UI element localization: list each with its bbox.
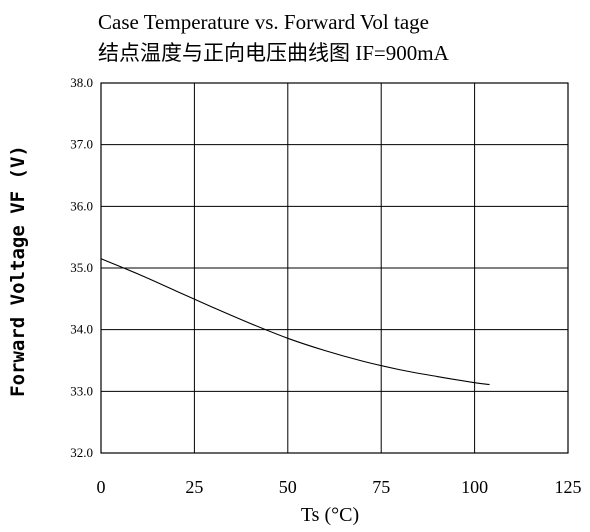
x-tick-label: 75 [372, 477, 390, 497]
y-tick-label: 36.0 [70, 198, 93, 213]
x-axis-ticks: 0 25 50 75 100 125 [97, 477, 582, 497]
x-tick-label: 0 [97, 477, 106, 497]
chart-subtitle: 结点温度与正向电压曲线图 IF=900mA [98, 41, 450, 65]
x-tick-label: 125 [555, 477, 582, 497]
x-tick-label: 25 [185, 477, 203, 497]
y-tick-label: 35.0 [70, 260, 93, 275]
y-tick-label: 37.0 [70, 137, 93, 152]
y-tick-label: 34.0 [70, 322, 93, 337]
y-tick-label: 32.0 [70, 445, 93, 460]
y-tick-label: 33.0 [70, 383, 93, 398]
chart-title: Case Temperature vs. Forward Vol tage [98, 10, 429, 34]
y-tick-label: 38.0 [70, 75, 93, 90]
y-axis-label: Forward Voltage VF (V) [7, 145, 29, 397]
series-layer [100, 258, 490, 386]
x-tick-label: 50 [279, 477, 297, 497]
horizontal-gridlines [101, 82, 568, 454]
plot-frame [100, 82, 569, 454]
y-axis-ticks: 32.0 33.0 34.0 35.0 36.0 37.0 38.0 [70, 75, 93, 460]
series-line [100, 258, 490, 386]
x-tick-label: 100 [461, 477, 488, 497]
x-axis-label: Ts (°C) [301, 504, 359, 526]
